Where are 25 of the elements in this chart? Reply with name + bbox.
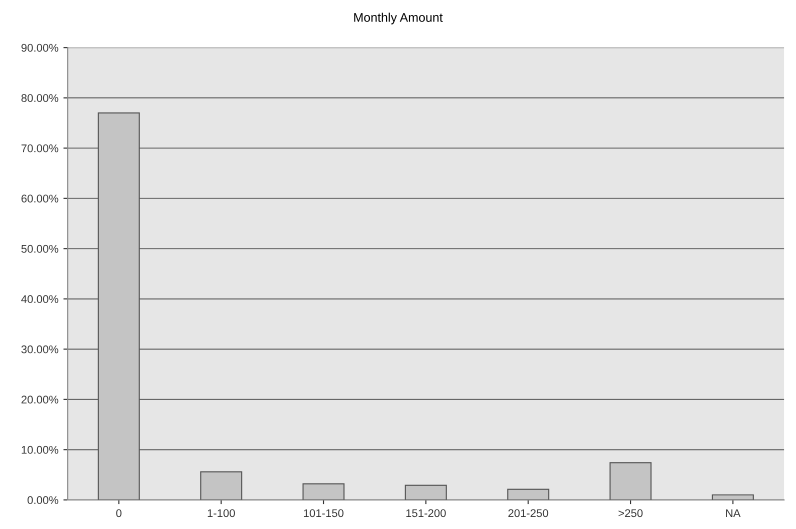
- y-tick-label: 40.00%: [21, 295, 58, 304]
- y-tick-label: 90.00%: [21, 44, 58, 52]
- y-tick-label: 20.00%: [22, 396, 58, 404]
- bar: [507, 488, 550, 500]
- chart-title: Monthly Amount: [354, 12, 443, 24]
- bar: [404, 484, 447, 500]
- y-tick-label: 80.00%: [21, 94, 58, 102]
- x-tick-label: NA: [726, 509, 741, 517]
- x-tick-label: 101-150: [304, 509, 344, 518]
- x-tick-label: 1-100: [208, 509, 235, 518]
- bar: [200, 471, 242, 500]
- bar: [712, 494, 754, 500]
- y-tick-label: 0.00%: [28, 496, 58, 504]
- y-tick-label: 50.00%: [21, 244, 58, 253]
- x-tick-label: 201-250: [508, 509, 548, 518]
- bar: [98, 112, 140, 500]
- bar: [610, 462, 652, 500]
- y-tick-label: 10.00%: [22, 446, 58, 454]
- y-tick-label: 60.00%: [22, 194, 58, 203]
- x-tick-label: >250: [618, 509, 643, 518]
- x-tick-label: 0: [116, 509, 122, 518]
- x-tick-label: 151-200: [406, 509, 446, 518]
- y-tick-label: 70.00%: [22, 144, 58, 152]
- bar: [302, 483, 345, 500]
- y-tick-label: 30.00%: [21, 345, 58, 354]
